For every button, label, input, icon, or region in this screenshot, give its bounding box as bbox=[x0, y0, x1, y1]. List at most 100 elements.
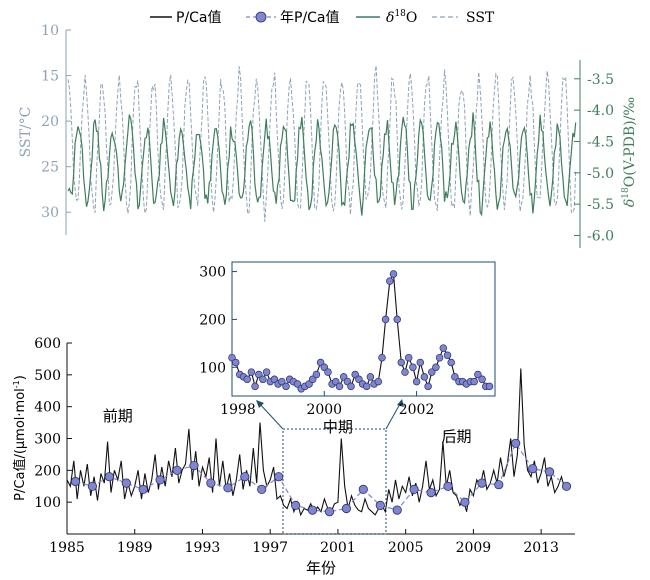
inset-pca-point-44 bbox=[397, 358, 406, 367]
inset-pca-point-28 bbox=[335, 382, 344, 391]
inset-pca-point-35 bbox=[362, 382, 371, 391]
inset-pca-point-22 bbox=[312, 370, 321, 379]
inset-y-tick-label-0: 100 bbox=[199, 360, 226, 376]
inset-y-ticks: 100 200 300 bbox=[199, 265, 237, 376]
inset-pca-point-42 bbox=[389, 270, 398, 278]
main-y-tick-label-1: 200 bbox=[34, 463, 61, 479]
top-right-tick-label-2: -4.5 bbox=[587, 134, 614, 150]
inset-pca-point-46 bbox=[404, 353, 413, 362]
pca-annual-point-26 bbox=[511, 438, 521, 448]
top-left-tick-label-2: 20 bbox=[41, 114, 59, 130]
top-left-tick-label-4: 30 bbox=[41, 205, 59, 221]
main-x-ticks: 1985 1989 1993 1997 2001 2005 2009 2013 bbox=[49, 529, 559, 556]
inset-pca-point-55 bbox=[439, 344, 448, 352]
main-x-tick-label-1: 1989 bbox=[117, 540, 153, 556]
inset-x-ticks: 1998 2000 2002 bbox=[220, 391, 434, 418]
pca-annual-point-23 bbox=[460, 497, 470, 507]
top-panel: 10 15 20 25 30 -3.5 -4.0 -4.5 -5.0 -5.5 -6.0 SST/… bbox=[18, 23, 638, 248]
pca-annual-point-10 bbox=[240, 472, 250, 482]
main-x-tick-label-4: 2001 bbox=[320, 540, 356, 556]
inset-x-tick-label-2: 2002 bbox=[399, 402, 435, 418]
pca-annual-point-1 bbox=[87, 481, 98, 491]
inset-pca-point-38 bbox=[374, 377, 383, 386]
top-right-tick-label-1: -4.0 bbox=[587, 103, 614, 119]
inset-pca-point-36 bbox=[366, 373, 375, 381]
legend-label-annual: 年P/Ca值 bbox=[280, 10, 340, 26]
top-right-ticks: -3.5 -4.0 -4.5 -5.0 -5.5 -6.0 bbox=[574, 72, 614, 244]
inset-connector-left bbox=[257, 401, 284, 430]
inset-pca-point-31 bbox=[347, 382, 355, 391]
pca-annual-point-2 bbox=[104, 472, 114, 482]
inset-connector-right bbox=[385, 401, 402, 430]
inset-pca-point-63 bbox=[470, 377, 478, 386]
pca-annual-point-6 bbox=[172, 465, 182, 475]
period-label-early: 前期 bbox=[103, 407, 133, 425]
inset-x-tick-label-0: 1998 bbox=[220, 402, 256, 418]
inset-pca-point-25 bbox=[324, 368, 332, 376]
inset-pca-point-40 bbox=[381, 315, 390, 324]
pca-annual-point-15 bbox=[324, 507, 335, 517]
inset-pca-point-47 bbox=[409, 363, 417, 372]
top-left-tick-label-0: 10 bbox=[41, 23, 59, 39]
pca-annual-point-4 bbox=[138, 484, 148, 494]
main-y-tick-label-5: 600 bbox=[34, 336, 61, 352]
inset-pca-point-58 bbox=[451, 373, 459, 381]
inset-pca-point-39 bbox=[378, 353, 386, 362]
pca-monthly-line bbox=[66, 368, 569, 517]
inset-pca-point-49 bbox=[416, 358, 425, 367]
legend: P/Ca值 年P/Ca值 δ18O SST bbox=[150, 9, 495, 26]
main-x-tick-label-7: 2013 bbox=[523, 540, 559, 556]
main-y-tick-label-4: 500 bbox=[34, 368, 61, 384]
inset-pca-point-56 bbox=[443, 351, 452, 360]
pca-annual-point-25 bbox=[494, 480, 504, 490]
pca-annual-point-12 bbox=[274, 472, 284, 482]
main-y-tick-label-2: 300 bbox=[34, 432, 61, 448]
inset-pca-point-65 bbox=[478, 375, 486, 384]
pca-annual-point-28 bbox=[544, 467, 555, 477]
inset-pca-point-50 bbox=[420, 373, 429, 381]
pca-annual-point-27 bbox=[528, 464, 538, 474]
pca-annual-point-7 bbox=[189, 460, 199, 471]
inset-connector-left-arrow bbox=[256, 400, 264, 408]
inset-pca-point-43 bbox=[393, 315, 401, 324]
legend-label-d18o: δ18O bbox=[386, 9, 417, 26]
inset-pca-point-54 bbox=[435, 353, 444, 362]
pca-annual-point-11 bbox=[257, 484, 267, 494]
pca-annual-point-16 bbox=[341, 503, 351, 514]
top-right-axis-label: δ18O(V-PDB)/‰ bbox=[621, 97, 638, 207]
inset-connector-right-arrow bbox=[397, 399, 404, 407]
pca-annual-point-20 bbox=[409, 484, 419, 494]
period-label-middle: 中期 bbox=[323, 418, 353, 436]
inset-pca-point-51 bbox=[424, 382, 432, 391]
top-right-tick-label-3: -5.0 bbox=[587, 166, 614, 182]
pca-annual-point-21 bbox=[426, 487, 436, 498]
top-left-tick-label-1: 15 bbox=[41, 69, 59, 85]
inset-pca-point-64 bbox=[474, 370, 482, 379]
inset-frame bbox=[231, 261, 496, 397]
pca-annual-point-9 bbox=[223, 483, 233, 493]
middle-period-box bbox=[282, 428, 387, 535]
main-y-axis-label: P/Ca值/(μmol·mol-1) bbox=[12, 375, 28, 501]
main-x-tick-label-6: 2009 bbox=[456, 540, 492, 556]
pca-annual-point-8 bbox=[206, 478, 216, 488]
main-x-axis-label: 年份 bbox=[306, 559, 336, 577]
inset-pca-point-6 bbox=[251, 382, 259, 391]
inset-pca-point-57 bbox=[447, 358, 455, 367]
top-right-tick-label-0: -3.5 bbox=[587, 72, 614, 88]
inset-pca-point-41 bbox=[386, 277, 394, 285]
legend-label-sst: SST bbox=[466, 10, 495, 26]
inset-pca-point-5 bbox=[247, 368, 256, 376]
inset-panel: 100 200 300 1998 2000 2002 bbox=[199, 261, 496, 418]
legend-label-pca: P/Ca值 bbox=[176, 10, 222, 26]
inset-pca-point-4 bbox=[243, 375, 251, 384]
pca-annual-point-14 bbox=[307, 505, 318, 515]
inset-pca-point-52 bbox=[428, 368, 436, 376]
legend-marker-annual bbox=[255, 11, 267, 23]
main-x-tick-label-3: 1997 bbox=[252, 540, 288, 556]
top-right-tick-label-4: -5.5 bbox=[587, 197, 614, 213]
inset-pca-point-45 bbox=[401, 368, 409, 376]
inset-pca-point-7 bbox=[255, 370, 263, 379]
pca-annual-point-17 bbox=[358, 484, 368, 494]
pca-annual-point-5 bbox=[155, 475, 165, 485]
